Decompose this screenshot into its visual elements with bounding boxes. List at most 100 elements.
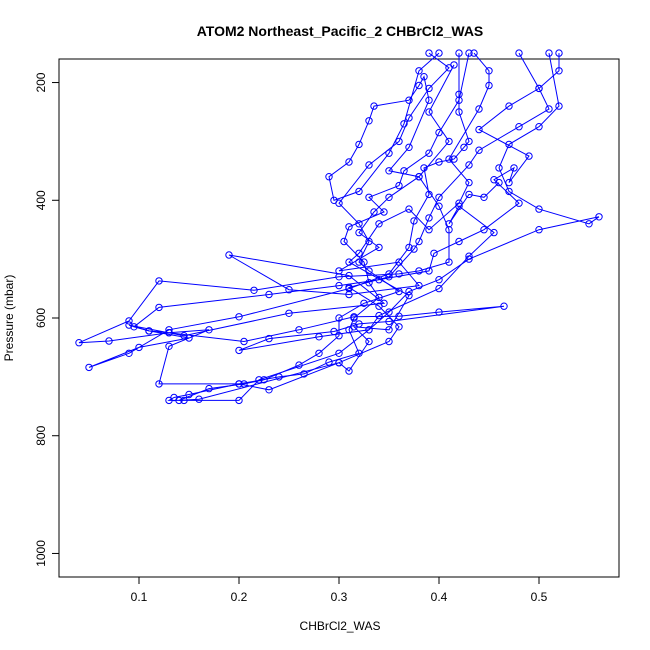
data-point <box>235 396 243 405</box>
x-tick-label: 0.1 <box>131 590 148 604</box>
data-point <box>225 251 233 259</box>
data-point <box>425 108 433 116</box>
data-point <box>480 193 488 202</box>
data-point <box>455 96 463 104</box>
data-point <box>125 349 133 357</box>
data-point <box>385 149 393 157</box>
series-line <box>167 52 600 401</box>
data-point <box>365 337 373 346</box>
data-point <box>355 140 363 149</box>
data-point <box>485 81 493 90</box>
data-point <box>405 143 413 152</box>
data-point <box>415 267 423 275</box>
data-point <box>345 290 353 299</box>
y-tick-label: 800 <box>34 425 48 445</box>
data-point <box>375 302 383 310</box>
data-point <box>370 102 378 110</box>
data-point <box>345 258 353 266</box>
data-point <box>375 311 383 320</box>
series-2 <box>85 49 563 372</box>
data-point <box>545 105 553 113</box>
data-point <box>435 128 443 137</box>
data-point <box>595 213 603 221</box>
x-tick-label: 0.5 <box>531 590 548 604</box>
data-point <box>475 105 483 113</box>
data-point <box>365 193 373 202</box>
data-point <box>505 187 513 196</box>
data-point <box>265 290 273 299</box>
data-point <box>435 158 443 166</box>
data-point <box>155 303 163 312</box>
series-1 <box>125 49 493 394</box>
data-point <box>355 187 363 196</box>
data-point <box>330 196 338 205</box>
data-point <box>365 326 373 334</box>
data-point <box>370 208 378 216</box>
data-point <box>385 193 393 202</box>
data-point <box>445 258 453 266</box>
data-point <box>425 226 433 234</box>
data-point <box>355 258 363 266</box>
data-point <box>555 102 563 110</box>
data-point <box>360 299 368 307</box>
data-point <box>335 281 343 290</box>
data-point <box>180 396 188 405</box>
data-point <box>385 326 393 334</box>
data-point <box>415 173 423 181</box>
data-point <box>515 199 523 207</box>
data-point <box>375 243 383 252</box>
y-tick-label: 200 <box>34 72 48 92</box>
y-axis: 200 400 600 800 1000 <box>34 72 59 567</box>
data-point <box>135 343 143 352</box>
data-point <box>365 161 373 169</box>
chart-title: ATOM2 Northeast_Pacific_2 CHBrCl2_WAS <box>197 23 484 39</box>
data-point <box>555 67 563 75</box>
data-point <box>415 237 423 246</box>
data-point <box>335 332 343 340</box>
data-point <box>75 339 83 347</box>
data-point <box>385 167 393 175</box>
data-point <box>300 370 308 378</box>
data-point <box>510 164 518 172</box>
data-point <box>455 202 463 210</box>
data-point <box>265 386 273 394</box>
data-point <box>455 108 463 116</box>
data-point <box>480 226 488 234</box>
y-axis-label: Pressure (mbar) <box>2 275 16 362</box>
data-point <box>500 302 508 310</box>
data-point <box>425 96 433 104</box>
data-point <box>395 137 403 146</box>
data-point <box>345 158 353 166</box>
data-point <box>415 81 423 90</box>
data-point <box>285 286 293 294</box>
data-point <box>445 64 453 72</box>
data-point <box>345 326 353 334</box>
y-tick-label: 400 <box>34 190 48 210</box>
data-point <box>525 152 533 160</box>
data-point <box>335 314 343 322</box>
data-point <box>420 73 428 81</box>
data-point <box>490 228 498 237</box>
data-point <box>85 363 93 372</box>
series-5 <box>165 49 603 405</box>
data-point <box>475 125 483 134</box>
data-point <box>375 220 383 228</box>
data-point <box>415 67 423 75</box>
data-point <box>360 258 368 266</box>
data-point <box>350 314 358 322</box>
data-point <box>545 49 553 57</box>
data-point <box>465 49 473 57</box>
data-point <box>125 317 133 325</box>
data-point <box>365 117 373 125</box>
data-point <box>365 279 373 287</box>
data-point <box>165 396 173 405</box>
data-point <box>105 337 113 345</box>
data-point <box>155 380 163 388</box>
data-point <box>420 164 428 172</box>
data-point <box>425 149 433 157</box>
data-point <box>250 286 258 294</box>
data-point <box>465 190 473 199</box>
data-point <box>425 214 433 222</box>
data-point <box>325 358 333 366</box>
data-point <box>130 323 138 331</box>
